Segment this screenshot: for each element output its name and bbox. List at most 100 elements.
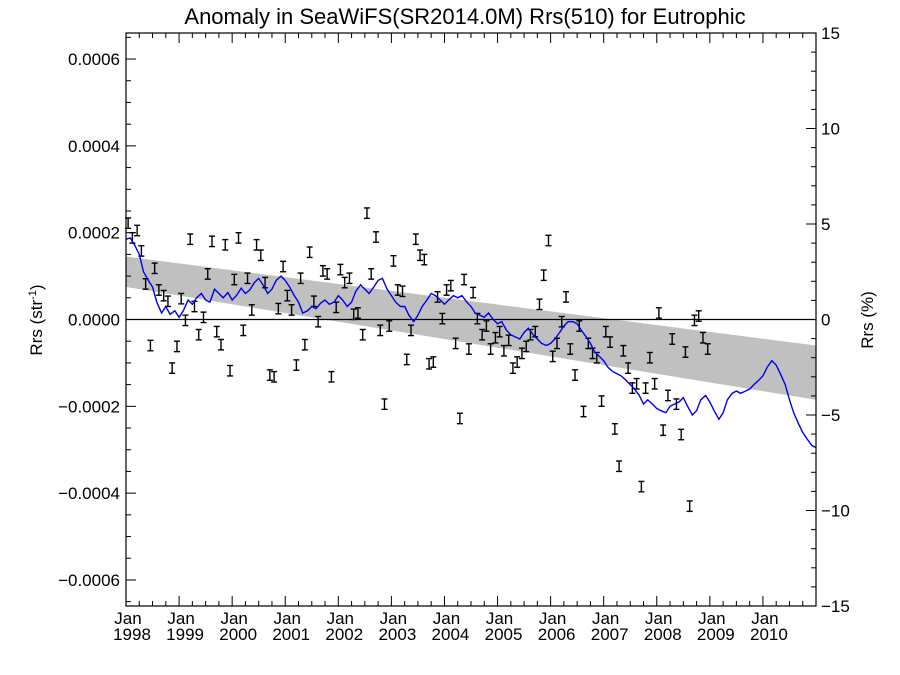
error-bar — [447, 279, 454, 292]
error-bar — [408, 324, 415, 337]
trend-band-layer — [126, 256, 816, 400]
x-tick-label-month: Jan — [167, 609, 194, 628]
error-bar — [638, 480, 645, 493]
error-bar — [346, 272, 353, 285]
error-bar — [222, 238, 229, 251]
error-bar — [496, 325, 503, 338]
y-right-tick-label: −10 — [821, 502, 850, 521]
error-bar — [536, 298, 543, 311]
error-bar — [350, 308, 357, 321]
error-bar — [231, 273, 238, 286]
y-right-tick-label: 10 — [821, 120, 840, 139]
error-bar — [240, 324, 247, 337]
error-bars-layer — [125, 207, 711, 513]
x-tick-label-year: 2006 — [538, 625, 576, 644]
error-bar — [492, 331, 499, 344]
error-bar — [563, 291, 570, 303]
error-bar — [337, 263, 344, 276]
error-bar — [514, 356, 521, 368]
trend-band — [126, 256, 816, 400]
error-bar — [208, 235, 215, 248]
error-bar — [470, 286, 477, 299]
error-bar — [598, 395, 605, 408]
y-left-tick-label: 0.0002 — [68, 224, 120, 243]
error-bar — [572, 369, 579, 381]
error-bar — [633, 377, 640, 390]
y-left-tick-label: −0.0004 — [58, 484, 120, 503]
y-right-tick-label: 15 — [821, 24, 840, 43]
x-tick-label-year: 2004 — [432, 625, 470, 644]
error-bar — [363, 207, 370, 220]
y-axis-left-label-main: Rrs (str — [27, 300, 46, 356]
x-tick-label-month: Jan — [486, 609, 513, 628]
error-bar — [443, 284, 450, 296]
x-tick-label-year: 2003 — [378, 625, 416, 644]
error-bar — [195, 328, 202, 341]
error-bar — [301, 338, 308, 351]
x-tick-label-month: Jan — [433, 609, 460, 628]
error-bar — [354, 307, 361, 319]
error-bar — [620, 344, 627, 357]
error-bar — [695, 310, 702, 322]
y-left-tick-label: 0.0000 — [68, 311, 120, 330]
error-bar — [394, 284, 401, 296]
error-bar — [244, 272, 251, 285]
y-right-tick-label: −15 — [821, 597, 850, 616]
error-bar — [218, 338, 225, 351]
error-bar — [169, 362, 176, 375]
tick-labels-layer: 0.0006 0.0004 0.0002 0.0000 −0.0002 −0.0004 −0… — [58, 24, 850, 644]
error-bar — [319, 264, 326, 277]
x-tick-label-year: 2000 — [219, 625, 257, 644]
error-bar — [147, 339, 154, 352]
error-bar — [651, 377, 658, 390]
error-bar — [200, 311, 207, 324]
y-axis-left-label: Rrs (str-1) — [27, 284, 46, 355]
y-axis-left-label-sup: -1 — [27, 290, 39, 300]
error-bar — [479, 328, 486, 341]
error-bar — [368, 268, 375, 280]
x-tick-label-month: Jan — [539, 609, 566, 628]
error-bar — [523, 340, 530, 353]
error-bar — [629, 382, 636, 394]
error-bar — [173, 340, 180, 353]
x-tick-label-month: Jan — [592, 609, 619, 628]
running-mean-line — [125, 237, 817, 449]
y-right-tick-label: 0 — [821, 311, 830, 330]
x-tick-label-month: Jan — [327, 609, 354, 628]
y-axis-right-label: Rrs (%) — [858, 291, 877, 349]
x-tick-label-year: 2010 — [750, 625, 788, 644]
error-bar — [306, 246, 313, 259]
error-bar — [257, 249, 264, 262]
error-bar — [213, 325, 220, 338]
error-bar — [390, 254, 397, 267]
x-tick-label-month: Jan — [380, 609, 407, 628]
error-bar — [403, 353, 410, 366]
error-bar — [253, 238, 260, 251]
error-bar — [540, 269, 547, 282]
error-bar — [227, 364, 234, 377]
x-tick-label-month: Jan — [274, 609, 301, 628]
error-bar — [678, 428, 685, 441]
error-bar — [341, 276, 348, 289]
error-bar — [377, 324, 384, 337]
chart-title: Anomaly in SeaWiFS(SR2014.0M) Rrs(510) f… — [184, 4, 745, 29]
error-bar — [160, 289, 167, 302]
y-left-tick-label: −0.0002 — [58, 397, 120, 416]
error-bar — [235, 231, 242, 244]
error-bar — [704, 343, 711, 355]
error-bar — [297, 272, 304, 285]
error-bar — [616, 460, 623, 473]
error-bar — [607, 336, 614, 348]
error-bar — [545, 234, 552, 247]
error-bar — [187, 233, 194, 246]
error-bar — [673, 398, 680, 411]
error-bar — [182, 314, 189, 327]
y-right-tick-label: 5 — [821, 215, 830, 234]
x-tick-label-year: 1998 — [113, 625, 151, 644]
x-tick-label-year: 2007 — [591, 625, 629, 644]
error-bar — [456, 412, 463, 425]
error-bar — [134, 224, 141, 237]
y-left-tick-label: −0.0006 — [58, 571, 120, 590]
error-bar — [580, 405, 587, 418]
